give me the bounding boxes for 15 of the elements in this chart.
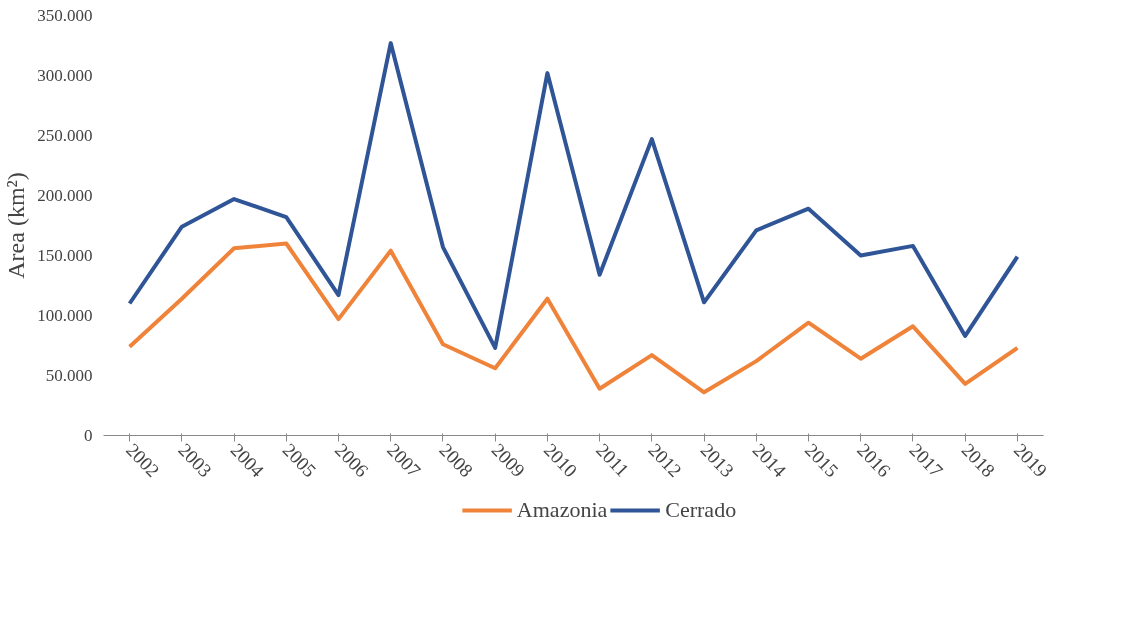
legend-label: Amazonia xyxy=(516,497,608,523)
y-tick-label: 300.000 xyxy=(37,66,93,85)
y-tick-label: 200.000 xyxy=(37,186,93,205)
y-tick-label: 250.000 xyxy=(37,126,93,145)
line-series xyxy=(127,41,1020,350)
legend-label: Cerrado xyxy=(665,497,737,523)
y-tick-label: 0 xyxy=(84,426,93,445)
x-tick-label: 2017 xyxy=(905,439,947,482)
x-tick-label: 2007 xyxy=(383,439,425,482)
y-axis-title: Area (km²) xyxy=(3,172,30,279)
y-tick-label: 100.000 xyxy=(37,306,93,325)
line-series xyxy=(127,241,1020,395)
y-tick-label: 150.000 xyxy=(37,246,93,265)
y-tick-label: 50.000 xyxy=(45,366,93,385)
y-tick-label: 350.000 xyxy=(37,6,93,25)
